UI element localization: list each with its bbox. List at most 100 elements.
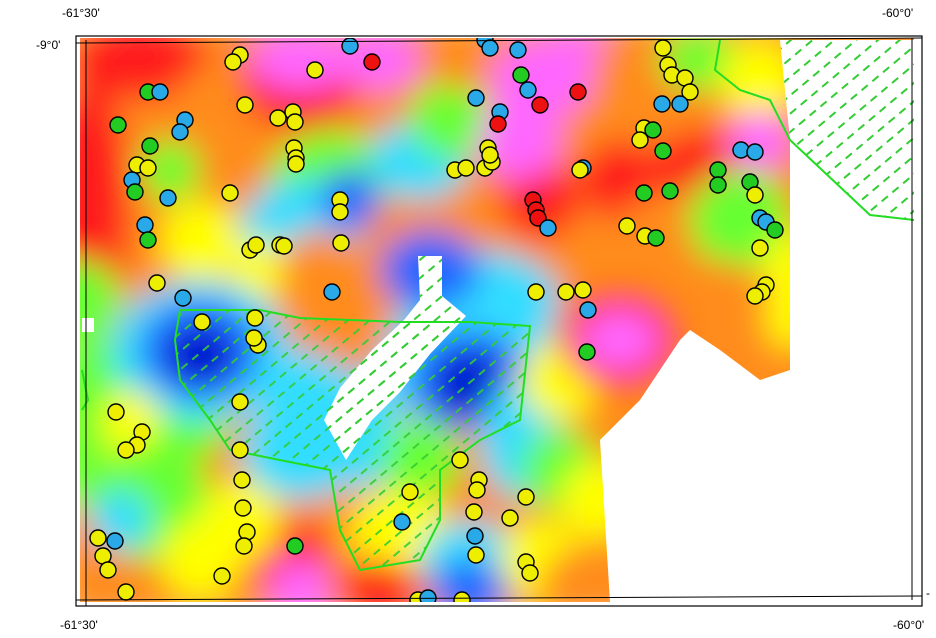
sample-point [746, 186, 764, 204]
sample-point [465, 503, 483, 521]
boundary-lines [81, 39, 914, 572]
sample-point [746, 143, 764, 161]
sample-point [159, 189, 177, 207]
sample-point [644, 121, 662, 139]
sample-point [653, 95, 671, 113]
heat-blob [540, 550, 620, 602]
sample-point [519, 81, 537, 99]
hatched-northeast [780, 40, 914, 220]
sample-point [579, 301, 597, 319]
sample-point [99, 561, 117, 579]
sample-point [467, 89, 485, 107]
sample-point [193, 313, 211, 331]
sample-point [654, 39, 672, 57]
sample-point [527, 283, 545, 301]
sample-point [468, 481, 486, 499]
sample-point [451, 451, 469, 469]
heat-blob [720, 40, 800, 120]
sample-point [539, 219, 557, 237]
heat-blob [140, 140, 200, 200]
sample-point [275, 237, 293, 255]
heat-blob [80, 80, 130, 320]
sample-point [453, 591, 471, 602]
sample-point [245, 329, 263, 347]
sample-point [109, 116, 127, 134]
map-frame [75, 35, 923, 607]
sample-point [631, 131, 649, 149]
sample-point [234, 499, 252, 517]
sample-point [746, 287, 764, 305]
heat-blob [320, 170, 380, 230]
sample-point [671, 95, 689, 113]
sample-point [139, 159, 157, 177]
sample-point [247, 236, 265, 254]
sample-point [236, 96, 254, 114]
heat-blob [580, 310, 660, 370]
sample-point [306, 61, 324, 79]
top-left-longitude-label: -61°30' [62, 6, 100, 20]
no-data-southeast [600, 140, 914, 602]
heat-blob [670, 260, 770, 340]
sample-point [231, 393, 249, 411]
sample-point [618, 217, 636, 235]
sample-point [501, 509, 519, 527]
sample-point [466, 527, 484, 545]
sample-point [654, 142, 672, 160]
sample-point [517, 488, 535, 506]
sample-point [331, 203, 349, 221]
sample-point [681, 83, 699, 101]
sample-point [647, 229, 665, 247]
sample-point [213, 567, 231, 585]
sample-point [635, 184, 653, 202]
sample-point [766, 221, 784, 239]
bottom-right-longitude-label: -60°0' [893, 618, 925, 632]
bottom-left-longitude-label: -61°30' [60, 618, 98, 632]
sample-point [363, 53, 381, 71]
sample-point [467, 546, 485, 564]
sample-point [89, 529, 107, 547]
sample-point [709, 161, 727, 179]
sample-point [117, 583, 135, 601]
sample-point [571, 161, 589, 179]
frame-bottom-edge [75, 595, 923, 601]
sample-point [489, 115, 507, 133]
reserve-boundary [173, 309, 532, 572]
sample-point [401, 483, 419, 501]
sample-point [751, 239, 769, 257]
sample-point [136, 216, 154, 234]
heat-blob [340, 560, 420, 602]
sample-point [709, 176, 727, 194]
hatched-reserve [175, 310, 530, 570]
sample-point [106, 532, 124, 550]
northeast-boundary [713, 39, 914, 221]
sample-point [231, 441, 249, 459]
sample-point [531, 96, 549, 114]
sample-point [557, 283, 575, 301]
sample-point [481, 146, 499, 164]
right-edge-tick: - [926, 586, 930, 600]
sample-point [569, 83, 587, 101]
heat-blob [200, 480, 280, 560]
sample-point [481, 39, 499, 57]
sample-point [246, 309, 264, 327]
sample-point [221, 184, 239, 202]
heat-blob [430, 560, 510, 602]
sample-point [578, 343, 596, 361]
heat-blob [160, 200, 240, 280]
sample-point [661, 182, 679, 200]
sample-point [148, 274, 166, 292]
sample-point [574, 281, 592, 299]
sample-point [393, 513, 411, 531]
sample-point [151, 83, 169, 101]
sample-point [521, 564, 539, 582]
heat-blob [730, 110, 790, 170]
sample-point [174, 289, 192, 307]
heat-blob [80, 260, 120, 340]
west-boundary [81, 369, 90, 411]
sample-point [287, 155, 305, 173]
sample-point [224, 53, 242, 71]
heat-blob [250, 38, 350, 90]
sample-point [141, 137, 159, 155]
sample-point [235, 537, 253, 555]
